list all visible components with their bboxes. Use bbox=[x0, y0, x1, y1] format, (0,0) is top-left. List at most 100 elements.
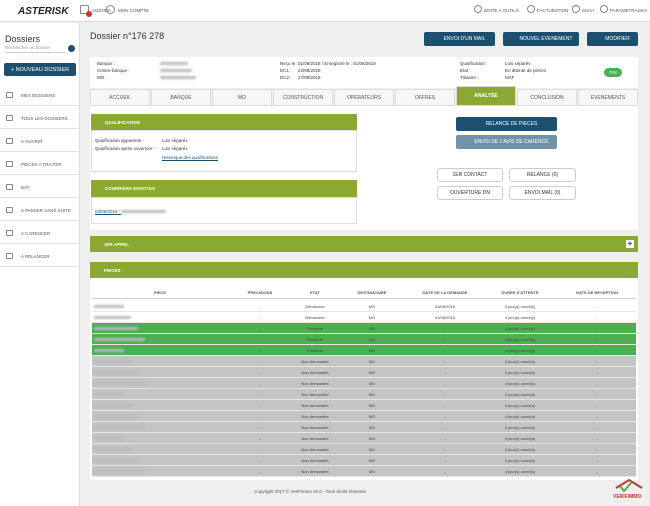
search-input[interactable]: Rechercher un dossier bbox=[5, 45, 65, 53]
nav-icon[interactable] bbox=[474, 5, 482, 13]
action-button[interactable]: ENVOI D'UN MAIL bbox=[424, 32, 495, 46]
tab[interactable]: MO bbox=[212, 89, 272, 106]
table-cell: - bbox=[444, 436, 446, 441]
table-cell: - bbox=[596, 326, 598, 331]
menu-separator bbox=[0, 243, 80, 244]
table-cell: Présente bbox=[306, 348, 323, 353]
courriers-body bbox=[91, 197, 357, 224]
table-cell: MO bbox=[368, 425, 376, 430]
table-cell: MO bbox=[368, 304, 376, 309]
tab[interactable]: EVENEMENTS bbox=[578, 89, 638, 106]
status-badge: FIN bbox=[604, 68, 622, 77]
carence-button[interactable]: ENVOI DE L'AVIS DE CARENCE bbox=[456, 135, 557, 149]
contact-button[interactable]: OUVERTURE DN bbox=[437, 186, 503, 200]
piece-name-blurred bbox=[94, 382, 145, 385]
tab[interactable]: ACCUEIL bbox=[90, 89, 150, 106]
nav-icon[interactable] bbox=[527, 5, 535, 13]
info-icon[interactable] bbox=[68, 45, 75, 52]
nav-link[interactable]: SUIVI bbox=[582, 8, 594, 13]
menu-item[interactable]: MES DOSSIERS bbox=[21, 93, 56, 98]
table-cell: 4 jour(s) ouvré(s) bbox=[504, 304, 536, 309]
table-row[interactable] bbox=[92, 422, 636, 433]
contact-button[interactable]: RELANCE (0) bbox=[509, 168, 576, 182]
table-row[interactable] bbox=[92, 466, 636, 477]
table-cell: - bbox=[259, 370, 261, 375]
tab[interactable]: OFFRES bbox=[395, 89, 455, 106]
menu-icon bbox=[6, 230, 13, 236]
action-button[interactable]: NOUVEL EVENEMENT bbox=[503, 32, 579, 46]
piece-name-blurred bbox=[94, 404, 131, 407]
table-row[interactable] bbox=[92, 389, 636, 400]
piece-name-blurred bbox=[94, 448, 131, 451]
relance-button[interactable]: RELANCE DE PIECES bbox=[456, 117, 557, 131]
piece-name-blurred bbox=[94, 349, 124, 352]
menu-item[interactable]: BAT bbox=[21, 185, 30, 190]
nav-link[interactable]: BOITE A OUTILS bbox=[484, 8, 519, 13]
table-cell: - bbox=[596, 337, 598, 342]
table-row[interactable] bbox=[92, 444, 636, 455]
table-cell: - bbox=[596, 381, 598, 386]
info-value-blurred bbox=[160, 76, 196, 79]
table-cell: 4 jour(s) ouvré(s) bbox=[504, 403, 536, 408]
table-row[interactable] bbox=[92, 400, 636, 411]
table-row[interactable] bbox=[92, 367, 636, 378]
nav-link[interactable]: MON COMPTE bbox=[118, 8, 149, 13]
table-row[interactable] bbox=[92, 312, 636, 323]
nav-icon[interactable] bbox=[572, 5, 580, 13]
table-row[interactable] bbox=[92, 411, 636, 422]
tab[interactable]: ANALYSE bbox=[456, 86, 516, 106]
menu-icon bbox=[6, 92, 13, 98]
contact-button[interactable]: 1ER CONTACT bbox=[437, 168, 503, 182]
table-row[interactable] bbox=[92, 345, 636, 356]
nav-icon[interactable] bbox=[106, 5, 115, 14]
table-cell: - bbox=[444, 414, 446, 419]
courrier-entry[interactable]: 03/08/2018 : bbox=[95, 209, 167, 214]
info-value: MAF bbox=[505, 75, 515, 80]
table-row[interactable] bbox=[92, 433, 636, 444]
menu-item[interactable]: A CARENCER bbox=[21, 231, 51, 236]
table-cell: MO bbox=[368, 315, 376, 320]
table-row[interactable] bbox=[92, 378, 636, 389]
tab[interactable]: OPERATEURS bbox=[334, 89, 394, 106]
action-button[interactable]: MODIFIER bbox=[587, 32, 638, 46]
table-row[interactable] bbox=[92, 301, 636, 312]
history-link[interactable]: Historique des qualifications bbox=[162, 155, 219, 160]
sidebar-title: Dossiers bbox=[5, 34, 41, 44]
nav-link[interactable]: FACTURATION bbox=[537, 8, 569, 13]
info-label: Titulaire : bbox=[460, 75, 479, 80]
expand-icon[interactable]: + bbox=[626, 239, 634, 248]
tab[interactable]: CONSTRUCTION bbox=[273, 89, 333, 106]
notification-dot bbox=[86, 11, 92, 17]
column-header: DATE DE LA DEMANDE bbox=[422, 290, 468, 295]
table-row[interactable] bbox=[92, 334, 636, 345]
menu-item[interactable]: A OUVRIR bbox=[21, 139, 43, 144]
table-row[interactable] bbox=[92, 356, 636, 367]
piece-name-blurred bbox=[94, 415, 138, 418]
menu-icon bbox=[6, 138, 13, 144]
table-row[interactable] bbox=[92, 455, 636, 466]
menu-item[interactable]: TOUS LES DOSSIERS bbox=[21, 116, 68, 121]
table-row[interactable] bbox=[92, 323, 636, 334]
table-cell: 4 jour(s) ouvré(s) bbox=[504, 458, 536, 463]
table-cell: - bbox=[259, 458, 261, 463]
footer-logo: VERIFIMMO bbox=[613, 494, 642, 500]
menu-separator bbox=[0, 266, 80, 267]
menu-item[interactable]: A RELANCER bbox=[21, 254, 50, 259]
new-dossier-button[interactable]: + NOUVEAU DOSSIER bbox=[4, 63, 76, 76]
contact-button[interactable]: ENVOI MAIL (0) bbox=[509, 186, 576, 200]
nav-icon[interactable] bbox=[80, 5, 89, 14]
piece-name-blurred bbox=[94, 459, 138, 462]
tab[interactable]: BANQUE bbox=[151, 89, 211, 106]
tab[interactable]: CONCLUSION bbox=[517, 89, 577, 106]
nav-link[interactable]: PARAMETRAGES bbox=[610, 8, 648, 13]
menu-item[interactable]: A PASSER SANS SUITE bbox=[21, 208, 71, 213]
info-value: En attente de pièces bbox=[505, 68, 547, 73]
appel-header[interactable]: 1ER APPEL bbox=[90, 236, 638, 252]
table-cell: 4 jour(s) ouvré(s) bbox=[504, 370, 536, 375]
menu-item[interactable]: PIECES A TRAITER bbox=[21, 162, 62, 167]
nav-link[interactable]: AGENDA bbox=[92, 8, 112, 13]
nav-icon[interactable] bbox=[600, 5, 608, 13]
table-cell: - bbox=[259, 315, 261, 320]
column-header: PIECE bbox=[153, 290, 166, 295]
